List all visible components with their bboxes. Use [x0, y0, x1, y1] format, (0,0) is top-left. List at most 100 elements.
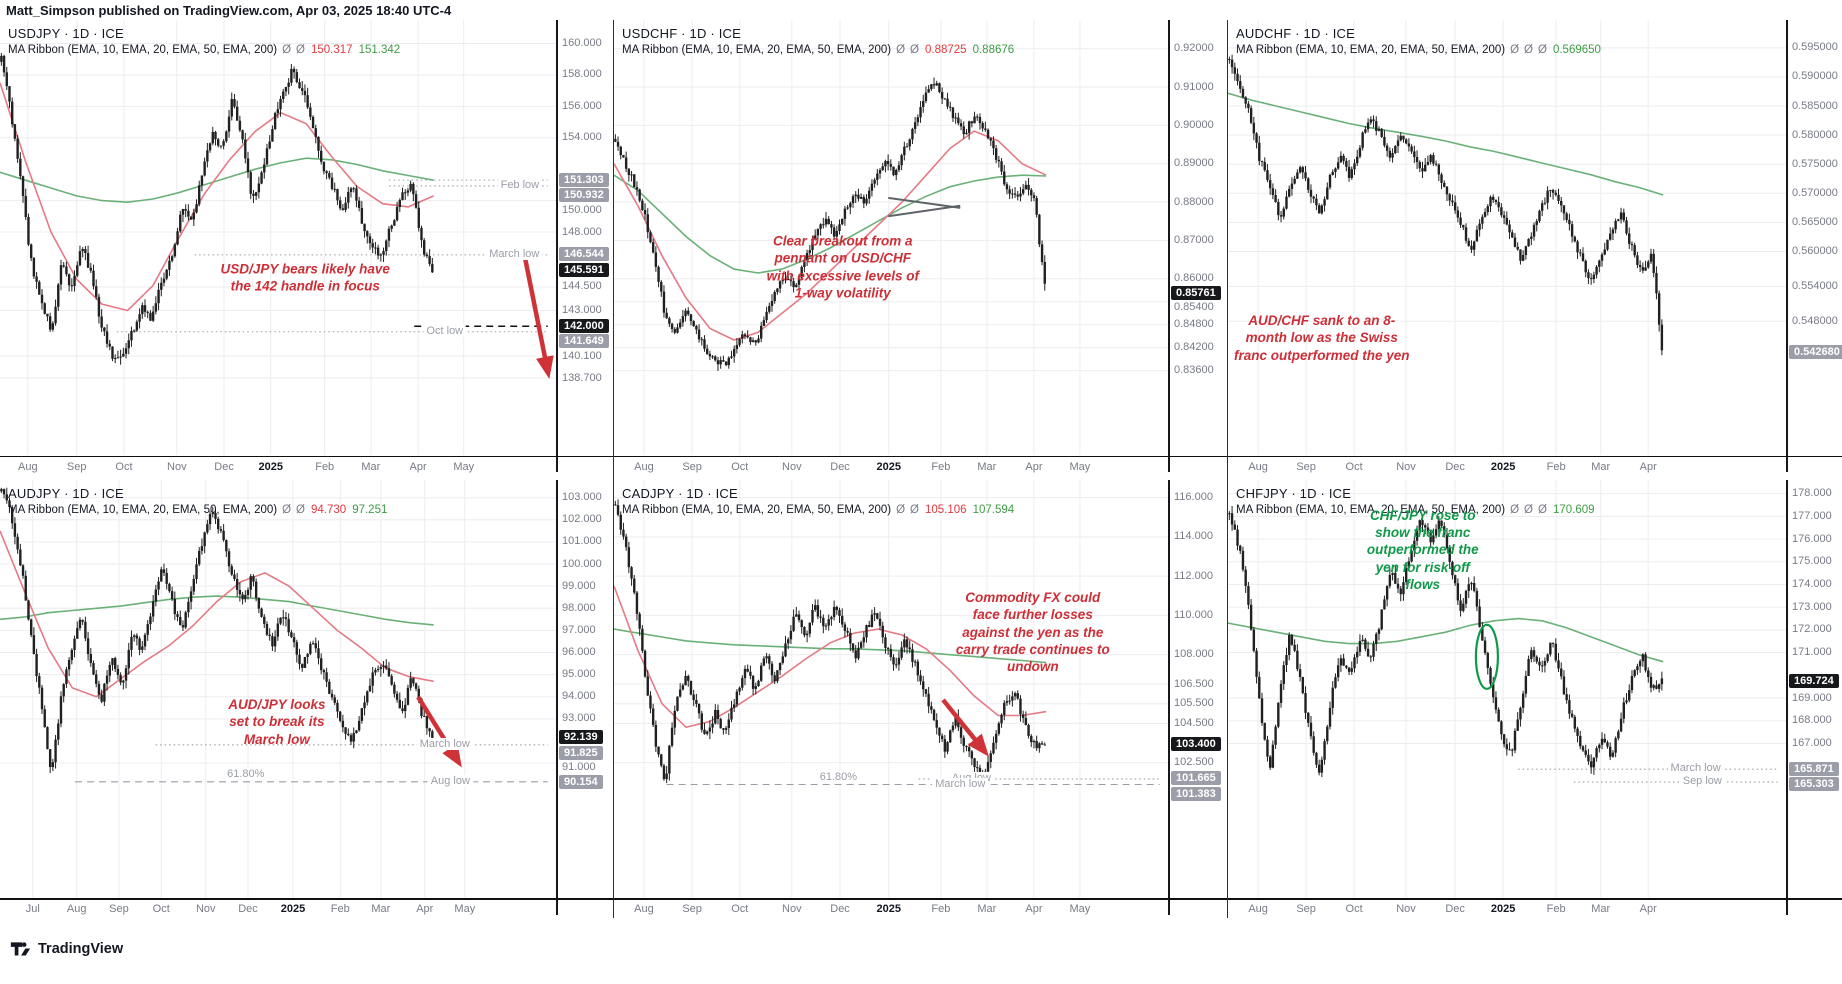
level-tag: 91.825 — [559, 745, 603, 760]
price-tick: 0.590000 — [1792, 70, 1838, 83]
annotation-usdchf[interactable]: Clear breakout from a pennant on USD/CHF w… — [766, 233, 919, 301]
month-label: May — [454, 903, 476, 915]
price-scale-chfjpy[interactable]: 178.000 177.000 176.000 175.000 174.000 173.0… — [1788, 480, 1842, 914]
price-scale-audjpy[interactable]: 103.000 102.000 101.000 100.000 99.000 98.000… — [558, 480, 612, 914]
month-label: Feb — [1546, 460, 1566, 473]
tradingview-logo-icon[interactable] — [10, 938, 31, 959]
price-tick: 114.000 — [1174, 530, 1213, 543]
month-label: Apr — [1025, 460, 1043, 473]
price-tick: 0.86000 — [1174, 272, 1214, 285]
fib-level-label: 61.80% — [816, 770, 861, 783]
month-label: Apr — [416, 903, 434, 915]
tradingview-wordmark[interactable]: TradingView — [38, 940, 124, 957]
price-tick: 167.000 — [1792, 737, 1832, 750]
candles — [0, 53, 434, 365]
month-label: Nov — [782, 903, 802, 915]
month-label: Sep — [1296, 460, 1316, 473]
scale-separator[interactable] — [1786, 20, 1788, 472]
month-label: Mar — [977, 460, 997, 473]
ema-200-line — [0, 157, 434, 204]
month-label: Mar — [1591, 460, 1611, 473]
time-axis-audchf[interactable]: Aug Sep Oct Nov Dec 2025 Feb Mar Apr — [1228, 455, 1786, 474]
price-tick: 156.000 — [562, 99, 602, 112]
scale-separator[interactable] — [1786, 480, 1788, 915]
price-tick: 169.000 — [1792, 691, 1832, 704]
candlestick-chart-usdchf[interactable] — [614, 20, 1168, 455]
month-label: May — [1069, 903, 1091, 915]
candles — [0, 487, 434, 774]
month-label: Apr — [1639, 460, 1657, 473]
candlestick-chart-audjpy[interactable] — [0, 480, 556, 898]
candlestick-chart-usdjpy[interactable] — [0, 20, 556, 455]
scale-separator[interactable] — [1168, 480, 1170, 915]
time-axis-audjpy[interactable]: Jul Aug Sep Oct Nov Dec 2025 Feb Mar Apr May — [0, 898, 556, 916]
price-tick: 154.000 — [562, 131, 602, 144]
chart-pane-audjpy[interactable]: March low Aug low 61.80% AUDJPY · 1D · ICE M… — [0, 480, 556, 898]
level-tag: 151.303 — [559, 172, 609, 187]
price-scale-usdchf[interactable]: 0.92000 0.91000 0.90000 0.89000 0.88000 0.870… — [1170, 20, 1224, 471]
chart-pane-usdjpy[interactable]: Feb low March low Oct low USDJPY · 1D · ICE… — [0, 20, 556, 455]
time-axis-chfjpy[interactable]: Aug Sep Oct Nov Dec 2025 Feb Mar Apr — [1228, 898, 1786, 916]
price-scale-usdjpy[interactable]: 160.000 158.000 156.000 154.000 151.303 150.9… — [558, 20, 612, 471]
month-label: Sep — [1296, 903, 1316, 915]
price-tick: 0.87000 — [1174, 233, 1214, 246]
annotation-audjpy[interactable]: AUD/JPY looks set to break its March low — [228, 697, 326, 747]
time-axis-usdchf[interactable]: Aug Sep Oct Nov Dec 2025 Feb Mar Apr May — [614, 455, 1168, 474]
ema-200-line — [614, 174, 1047, 274]
annotation-cadjpy[interactable]: Commodity FX could face further losses aga… — [955, 589, 1110, 675]
chart-pane-usdchf[interactable]: USDCHF · 1D · ICE MA Ribbon (EMA, 10, EMA… — [614, 20, 1168, 455]
price-tick: 93.000 — [562, 712, 596, 725]
price-tick: 144.500 — [562, 280, 602, 293]
scale-separator[interactable] — [556, 20, 558, 472]
chart-pane-audchf[interactable]: AUDCHF · 1D · ICE MA Ribbon (EMA, 10, EMA… — [1228, 20, 1786, 455]
tradingview-footer[interactable]: TradingView — [10, 938, 123, 959]
time-axis-cadjpy[interactable]: Aug Sep Oct Nov Dec 2025 Feb Mar Apr May — [614, 898, 1168, 916]
price-tick: 0.565000 — [1792, 215, 1838, 228]
pennant-trendline[interactable] — [888, 196, 961, 209]
level-tag: 101.665 — [1171, 771, 1221, 786]
month-label: Apr — [1025, 903, 1043, 915]
price-tag: 142.000 — [559, 318, 609, 333]
price-tick: 94.000 — [562, 690, 596, 703]
annotation-chfjpy[interactable]: CHF/JPY rose to show the franc outperforme… — [1366, 507, 1479, 592]
price-tick: 108.000 — [1174, 648, 1214, 661]
price-tick: 0.548000 — [1792, 314, 1838, 327]
annotation-audchf[interactable]: AUD/CHF sank to an 8- month low as the Sw… — [1233, 313, 1410, 363]
annotation-usdjpy[interactable]: USD/JPY bears likely have the 142 handle … — [220, 261, 390, 294]
time-axis-usdjpy[interactable]: Aug Sep Oct Nov Dec 2025 Feb Mar Apr May — [0, 455, 556, 474]
month-label: Nov — [167, 460, 187, 473]
price-tick: 177.000 — [1792, 509, 1832, 522]
ema-fast-line — [0, 82, 435, 312]
month-label: Dec — [238, 903, 258, 915]
month-label: Mar — [977, 903, 997, 915]
price-tick: 143.000 — [562, 304, 602, 317]
month-label: Oct — [1345, 903, 1363, 915]
scale-separator[interactable] — [556, 480, 558, 915]
price-tick: 0.580000 — [1792, 128, 1838, 141]
highlight-ellipse[interactable] — [1474, 623, 1500, 690]
month-label: Sep — [682, 903, 702, 915]
price-tick: 0.570000 — [1792, 186, 1838, 199]
price-tick: 91.000 — [562, 761, 596, 774]
level-label: March low — [486, 247, 543, 260]
price-tick: 0.89000 — [1174, 157, 1214, 170]
ema-fast-line — [0, 530, 434, 698]
price-tick: 176.000 — [1792, 532, 1832, 545]
price-scale-audchf[interactable]: 0.595000 0.590000 0.585000 0.580000 0.575000… — [1788, 20, 1842, 471]
chart-pane-chfjpy[interactable]: March low Sep low CHFJPY · 1D · ICE MA Ribb… — [1228, 480, 1786, 898]
price-tick: 0.85400 — [1174, 301, 1214, 314]
level-tag: 141.649 — [559, 334, 609, 349]
candlestick-chart-cadjpy[interactable] — [614, 480, 1168, 898]
price-scale-cadjpy[interactable]: 116.000 114.000 112.000 110.000 108.000 106.5… — [1170, 480, 1224, 914]
down-arrow-drawing[interactable] — [941, 698, 989, 757]
pennant-trendline[interactable] — [888, 204, 961, 218]
ema-200-line — [614, 628, 1047, 664]
scale-separator[interactable] — [1168, 20, 1170, 472]
year-label: 2025 — [876, 460, 902, 473]
down-arrow-drawing[interactable] — [522, 256, 554, 380]
price-tick: 0.92000 — [1174, 42, 1214, 55]
candlestick-chart-chfjpy[interactable] — [1228, 480, 1786, 898]
level-label: Feb low — [497, 178, 543, 191]
candlestick-chart-audchf[interactable] — [1228, 20, 1786, 455]
